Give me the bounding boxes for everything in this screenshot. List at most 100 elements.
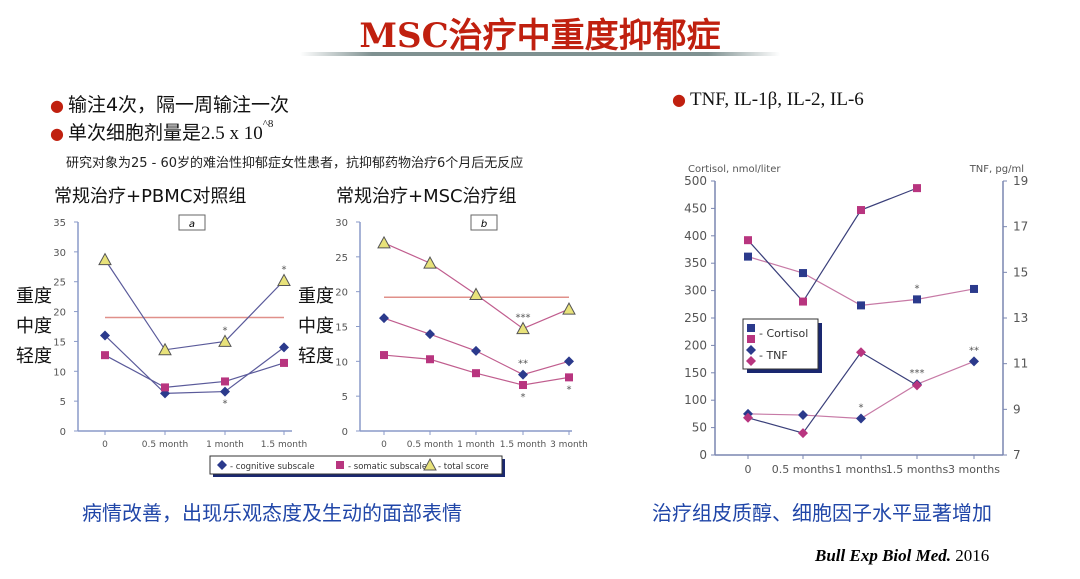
data-point [970,284,978,293]
severity-mild: 轻度 [298,346,334,367]
y-tick-label: 500 [684,174,707,188]
y-tick-label: 250 [684,311,707,325]
significance-marker: ** [969,345,979,356]
panel-label: b [481,219,487,230]
y-tick-label: 0 [699,448,707,462]
y-tick-label: 300 [684,284,707,298]
x-tick-label: 1.5 month [500,440,546,450]
y-tick-label: 15 [53,337,66,348]
severity-labels-left: 重度 中度 轻度 [16,282,52,372]
legend-marker [746,345,756,355]
data-point [913,184,921,193]
panel-label-box [470,214,498,231]
severity-moderate: 中度 [16,316,52,337]
y-axis-label: Cortisol, nmol/liter [688,164,781,175]
y-tick-label: 5 [342,392,348,403]
data-point [472,369,480,378]
legend-label: - Cortisol [759,327,808,340]
data-point [562,302,576,315]
data-point [100,330,110,341]
data-point [279,342,289,353]
y-tick-label: 0 [342,427,348,438]
data-point [377,235,391,249]
bullet-text: 输注4次，隔一周输注一次 [67,94,290,116]
legend-label: - cognitive subscale [230,462,315,472]
bullet-2: ● 单次细胞剂量是2.5 x 10^8 [50,118,273,145]
y-tick-label: 450 [684,201,707,215]
data-point [912,380,922,391]
series-line [104,354,285,389]
y-tick-label: 30 [335,218,348,229]
legend-marker [747,324,755,332]
significance-marker: * [521,392,526,403]
bullet-dot-icon: ● [672,90,686,109]
significance-marker: * [223,325,228,336]
bullet-dot-icon: ● [50,96,64,115]
y-tick-label: 15 [335,323,348,334]
y-tick-label: 35 [53,218,66,229]
x-tick-label: 0.5 month [407,440,453,450]
y2-tick-label: 15 [1013,265,1028,279]
caption-right: 治疗组皮质醇、细胞因子水平显著增加 [652,501,992,525]
x-tick-label: 1 month [457,440,495,450]
slide-title: MSC治疗中重度抑郁症 [359,16,721,56]
data-point [798,410,808,421]
significance-marker: *** [910,368,925,379]
data-point [218,334,232,347]
severity-severe: 重度 [298,286,334,307]
x-tick-label: 0 [102,440,108,450]
y-tick-label: 30 [53,248,66,259]
x-tick-label: 0 [381,440,387,450]
significance-marker: ** [518,359,528,370]
y-tick-label: 5 [60,397,66,408]
msc-group-title: 常规治疗+MSC治疗组 [336,186,517,207]
series-line [383,317,570,376]
title-underline [300,52,780,56]
severity-labels-right: 重度 中度 轻度 [298,282,334,372]
study-note: 研究对象为25 - 60岁的难治性抑郁症女性患者，抗抑郁药物治疗6个月后无反应 [66,156,524,171]
y-tick-label: 25 [53,278,66,289]
bullet-dot-icon: ● [50,124,64,143]
series-line [747,256,975,307]
data-point [856,347,866,358]
data-point [277,273,291,287]
y-tick-label: 25 [335,253,348,264]
data-point [425,329,435,340]
severity-severe: 重度 [16,286,52,307]
data-point [856,413,866,424]
panel-label: a [189,219,195,230]
dose-exponent: ^8 [262,118,274,130]
severity-moderate: 中度 [298,316,334,337]
y2-tick-label: 11 [1013,357,1028,371]
data-point [969,356,979,367]
right-bullet: ● TNF, IL-1β, IL-2, IL-6 [672,88,864,111]
data-point [221,377,229,386]
control-group-title: 常规治疗+PBMC对照组 [54,186,247,207]
citation-year: 2016 [955,546,990,565]
data-point [518,369,528,380]
cytokine-list: TNF, IL-1β, IL-2, IL-6 [689,89,864,110]
bullet-text: 单次细胞剂量是 [67,122,201,144]
y-tick-label: 350 [684,256,707,270]
y-tick-label: 200 [684,338,707,352]
y2-tick-label: 13 [1013,311,1028,325]
x-tick-label: 3 month [550,440,588,450]
y2-tick-label: 17 [1013,220,1028,234]
y-tick-label: 20 [53,308,66,319]
data-point [516,321,530,335]
data-point [280,358,288,367]
legend-marker [217,460,227,470]
data-point [423,256,437,269]
citation-journal: Bull Exp Biol Med. [815,546,952,565]
y-tick-label: 10 [335,357,348,368]
data-point [799,297,807,306]
significance-marker: * [567,384,572,395]
caption-left: 病情改善，出现乐观态度及生动的面部表情 [82,501,462,525]
data-point [426,355,434,364]
significance-marker: * [282,265,287,276]
x-tick-label: 1.5 months [886,463,949,476]
y2-tick-label: 7 [1013,448,1021,462]
data-point [519,381,527,390]
